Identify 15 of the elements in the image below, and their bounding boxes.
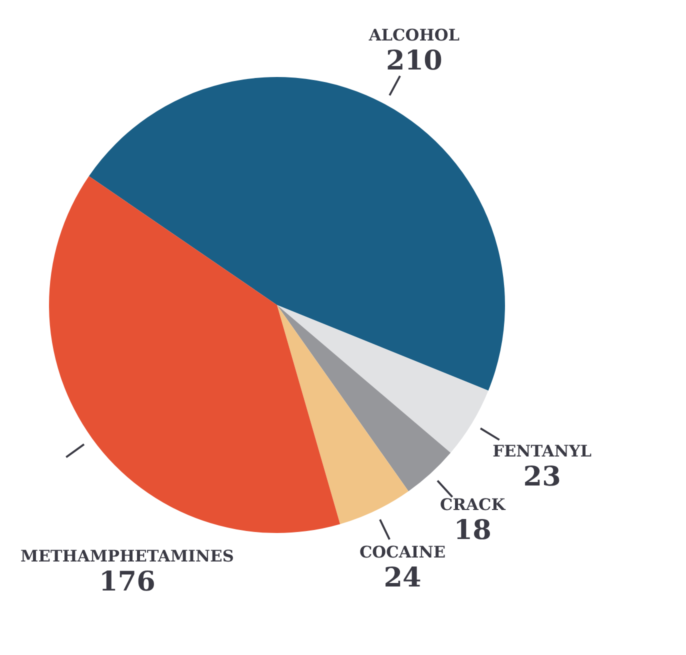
data-label: 18 — [454, 515, 492, 546]
pie-slice — [49, 176, 340, 533]
slice-label: CRACK — [440, 495, 506, 514]
data-label: 23 — [523, 462, 561, 493]
slice-label: METHAMPHETAMINES — [20, 546, 234, 566]
data-label: 24 — [384, 562, 422, 594]
pie-slice — [277, 305, 408, 524]
slice-label: COCAINE — [359, 542, 446, 562]
slice-label: ALCOHOL — [368, 26, 460, 45]
data-label: 210 — [386, 46, 442, 77]
pie-slice — [88, 77, 505, 391]
data-label: 176 — [99, 566, 156, 598]
pie-slice — [277, 305, 488, 453]
slice-label: FENTANYL — [492, 442, 592, 461]
pie-slice — [277, 305, 451, 492]
